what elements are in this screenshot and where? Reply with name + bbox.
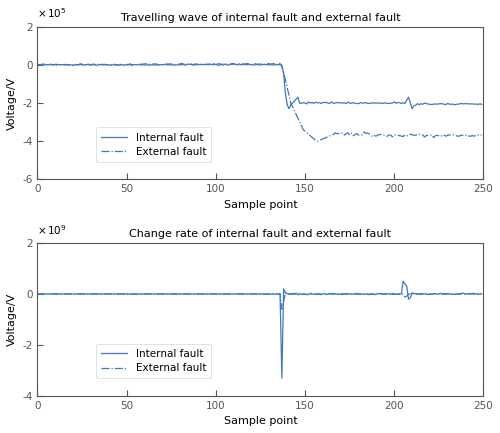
Line: Internal fault: Internal fault: [38, 281, 482, 378]
External fault: [478, 132, 484, 138]
External fault: [464, 132, 470, 138]
External fault: [108, 62, 114, 67]
External fault: [279, 307, 285, 312]
Internal fault: [214, 62, 220, 68]
X-axis label: Sample point: Sample point: [224, 417, 298, 427]
External fault: [293, 112, 299, 117]
Internal fault: [464, 291, 470, 297]
External fault: [218, 61, 224, 67]
Internal fault: [345, 100, 351, 105]
Internal fault: [279, 375, 285, 381]
Internal fault: [286, 106, 292, 111]
Internal fault: [218, 291, 224, 297]
X-axis label: Sample point: Sample point: [224, 200, 298, 210]
External fault: [213, 291, 219, 297]
External fault: [108, 291, 114, 297]
Internal fault: [478, 102, 484, 107]
External fault: [34, 62, 40, 68]
External fault: [464, 291, 470, 297]
Internal fault: [108, 291, 114, 297]
External fault: [345, 291, 351, 297]
External fault: [213, 62, 219, 68]
External fault: [218, 291, 224, 297]
Line: Internal fault: Internal fault: [38, 64, 482, 109]
Legend: Internal fault, External fault: Internal fault, External fault: [96, 344, 212, 378]
Internal fault: [478, 291, 484, 297]
Text: $\times\,10^5$: $\times\,10^5$: [38, 6, 67, 20]
Internal fault: [110, 63, 116, 68]
Internal fault: [293, 291, 299, 296]
Internal fault: [213, 291, 219, 297]
External fault: [345, 130, 351, 135]
Line: External fault: External fault: [38, 63, 482, 141]
Y-axis label: Voltage/V: Voltage/V: [6, 76, 16, 129]
Internal fault: [34, 61, 40, 67]
External fault: [478, 291, 484, 297]
Internal fault: [400, 279, 406, 284]
Internal fault: [343, 291, 349, 296]
Title: Change rate of internal fault and external fault: Change rate of internal fault and extern…: [130, 229, 392, 239]
External fault: [314, 139, 320, 144]
Internal fault: [464, 101, 470, 107]
Internal fault: [78, 61, 84, 67]
External fault: [276, 61, 281, 66]
Text: $\times\,10^9$: $\times\,10^9$: [38, 223, 68, 237]
External fault: [282, 290, 288, 295]
Title: Travelling wave of internal fault and external fault: Travelling wave of internal fault and ex…: [120, 13, 400, 23]
Internal fault: [220, 62, 226, 68]
Internal fault: [295, 95, 301, 100]
External fault: [34, 291, 40, 297]
Internal fault: [34, 291, 40, 297]
Legend: Internal fault, External fault: Internal fault, External fault: [96, 127, 212, 162]
Line: External fault: External fault: [38, 293, 482, 309]
External fault: [295, 291, 301, 297]
Y-axis label: Voltage/V: Voltage/V: [6, 293, 16, 346]
